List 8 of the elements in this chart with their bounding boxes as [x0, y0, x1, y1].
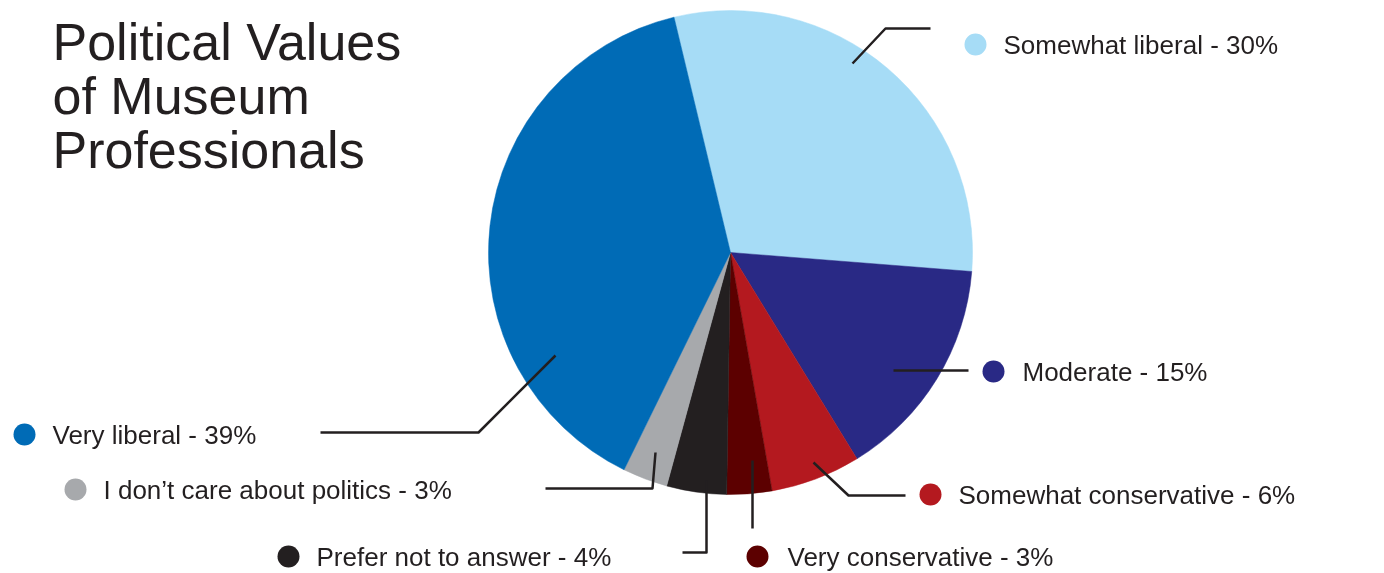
text: Political Values of Museum Professionals [52, 12, 402, 179]
legend-label: Moderate - 15% [1022, 356, 1208, 387]
legend-label: Somewhat conservative - 6% [958, 479, 1296, 510]
legend-label: Very conservative - 3% [787, 541, 1054, 572]
legend-label: Very liberal - 39% [52, 419, 257, 450]
legend-label: I don’t care about politics - 3% [103, 474, 452, 505]
legend-label: Prefer not to answer - 4% [316, 541, 612, 572]
legend-label: Somewhat liberal - 30% [1003, 29, 1279, 60]
